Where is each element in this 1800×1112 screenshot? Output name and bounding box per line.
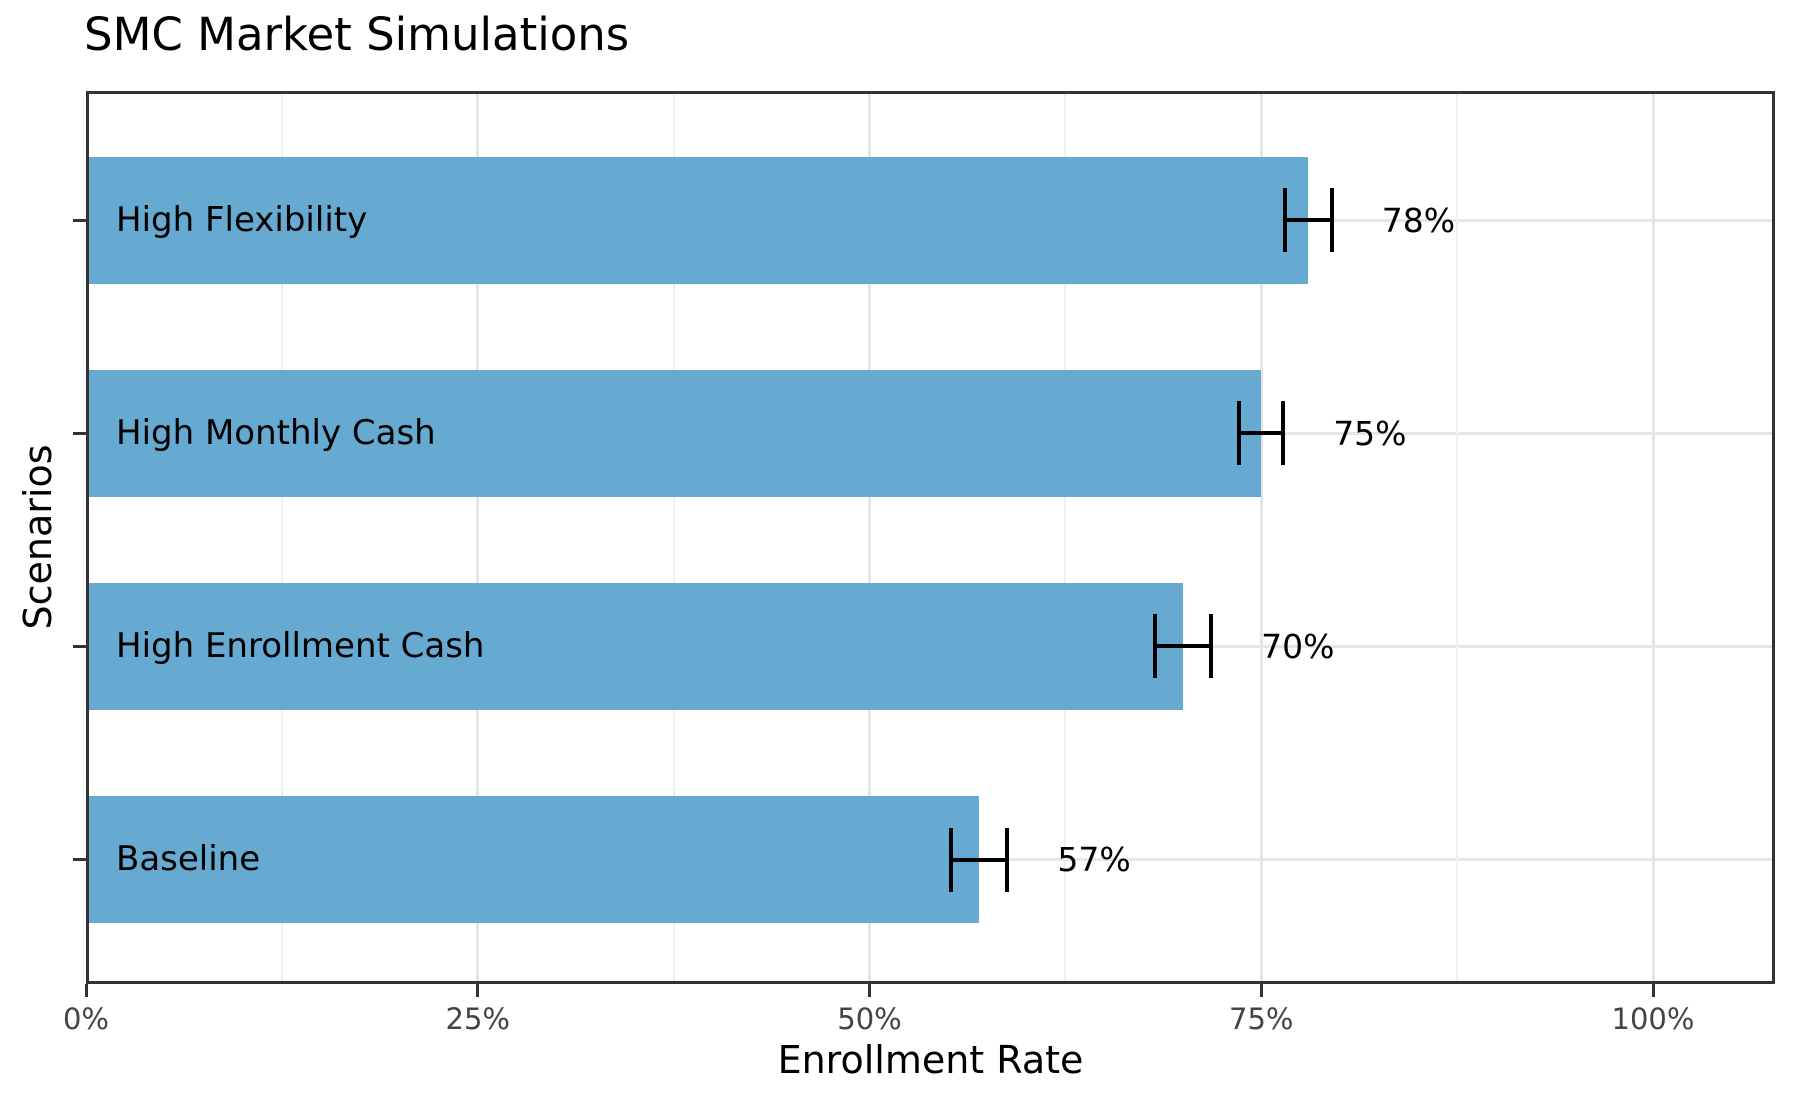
y-tick-mark	[73, 644, 86, 648]
gridline-minor	[672, 91, 675, 984]
bar-category-label: High Flexibility	[116, 199, 368, 240]
x-tick-label: 0%	[62, 1002, 109, 1036]
bars-layer: High Flexibility 78% High Monthly Cash 75% H…	[86, 91, 1775, 984]
errorbar-cap-right	[1209, 614, 1214, 679]
gridline-minor	[1456, 91, 1459, 984]
x-tick-label: 25%	[445, 1002, 510, 1036]
errorbar-cap-right	[1329, 188, 1334, 252]
bar-value-label: 75%	[1333, 413, 1407, 453]
bar	[86, 582, 1183, 710]
x-axis-title: Enrollment Rate	[777, 1038, 1084, 1082]
gridline-major	[1259, 91, 1263, 984]
gridline-major	[476, 91, 480, 984]
x-tick-mark	[1259, 984, 1263, 997]
x-tick-mark	[476, 984, 480, 997]
bar	[86, 796, 980, 924]
x-tick-label: 50%	[837, 1002, 902, 1036]
bar-value-label: 57%	[1057, 840, 1131, 880]
errorbar-line	[950, 857, 1008, 862]
bar-value-label: 70%	[1261, 626, 1335, 666]
gridline-minor	[280, 91, 283, 984]
errorbar-cap-left	[948, 827, 953, 892]
y-tick-mark	[73, 431, 86, 435]
x-tick-mark	[1651, 984, 1655, 997]
errorbar-cap-right	[1005, 827, 1010, 892]
x-tick-mark	[868, 984, 871, 997]
gridline-major	[1651, 91, 1655, 984]
errorbar-line	[1239, 431, 1284, 436]
y-tick-mark	[73, 218, 86, 222]
y-tick-mark	[73, 858, 86, 862]
errorbar-cap-right	[1281, 401, 1286, 466]
gridline-major	[868, 91, 871, 984]
x-tick-label: 100%	[1611, 1002, 1695, 1036]
chart-title: SMC Market Simulations	[84, 8, 630, 61]
errorbar-line	[1284, 218, 1332, 222]
plot-panel: High Flexibility 78% High Monthly Cash 75% H…	[86, 91, 1775, 984]
y-axis-title: Scenarios	[16, 444, 60, 630]
gridline-minor	[1064, 91, 1067, 984]
errorbar-line	[1154, 644, 1212, 649]
bar-value-label: 78%	[1381, 200, 1456, 240]
bar	[86, 369, 1262, 497]
bar-category-label: High Enrollment Cash	[116, 625, 485, 666]
x-tick-mark	[84, 984, 88, 997]
bar-category-label: High Monthly Cash	[116, 412, 436, 453]
errorbar-cap-left	[1282, 188, 1287, 252]
bar	[86, 156, 1309, 284]
errorbar-cap-left	[1237, 401, 1242, 466]
errorbar-cap-left	[1152, 614, 1157, 679]
x-tick-label: 75%	[1229, 1002, 1294, 1036]
bar-category-label: Baseline	[116, 839, 261, 880]
